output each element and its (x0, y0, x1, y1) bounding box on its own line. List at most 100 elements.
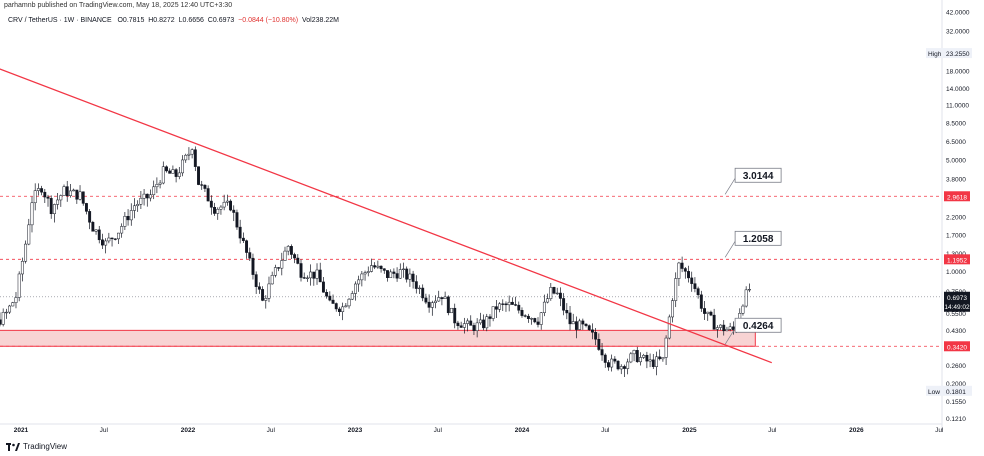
candle-body (20, 260, 24, 275)
candle-body (655, 356, 658, 367)
candle-body (520, 310, 524, 316)
candle-body (427, 301, 431, 308)
candle-body (56, 199, 60, 205)
candle-body (43, 191, 47, 198)
candle-body (648, 359, 652, 362)
candle-body (501, 303, 505, 305)
time-tick-label: 2021 (14, 427, 29, 434)
low-price-tag (926, 385, 972, 396)
candle-body (209, 200, 213, 208)
candle-body (155, 184, 159, 188)
candle-body (594, 332, 598, 340)
candle-body (334, 303, 338, 310)
candle-body (645, 354, 649, 362)
candle-body (267, 283, 271, 299)
volume-value: Vol238.22M (301, 17, 339, 24)
candle-body (366, 271, 370, 273)
tradingview-logo[interactable]: TradingView (6, 442, 67, 451)
candle-body (248, 252, 252, 259)
candle-body (8, 305, 12, 313)
ohlc-high: H0.8272 (148, 17, 175, 24)
candle-body (347, 298, 351, 307)
candle-body (414, 281, 418, 289)
high-label: High (928, 51, 942, 58)
price-tick-label: 0.5500 (946, 311, 966, 318)
symbol-name[interactable]: CRV / TetherUS (8, 17, 58, 24)
candle-body (744, 289, 748, 307)
candle-body (328, 295, 332, 301)
candle-body (238, 226, 242, 239)
candle-body (261, 289, 265, 301)
candle-body (206, 188, 210, 202)
price-tick-label: 0.1550 (946, 399, 966, 406)
candle-body (709, 311, 713, 316)
candle-body (533, 318, 537, 323)
callout-box-2 (734, 317, 782, 333)
candle-body (552, 287, 556, 294)
candle-body (671, 300, 674, 318)
candle-body (443, 296, 447, 299)
price-axis[interactable]: 42.0000 32.0000 High 23.2550 18.0000 14.0000 1… (926, 0, 972, 430)
candle-body (331, 299, 335, 304)
symbol-interval[interactable]: 1W (63, 17, 75, 24)
candle-body (1, 312, 5, 325)
candle-body (587, 325, 591, 331)
candle-body (241, 237, 245, 241)
current-price-label: 0.6973 (947, 295, 967, 302)
candle-body (184, 154, 188, 161)
candle-body (437, 297, 441, 302)
callout-text-0: 3.0144 (743, 171, 774, 182)
candle-body (88, 211, 92, 223)
candle-body (251, 257, 255, 275)
candle-body (690, 277, 694, 284)
candle-body (123, 216, 127, 227)
candle-body (706, 311, 710, 314)
candle-body (318, 269, 322, 283)
candle-body (40, 188, 44, 193)
time-tick-label: Jul (768, 427, 777, 434)
candle-body (229, 200, 233, 211)
candle-body (193, 149, 197, 167)
candle-body (581, 320, 585, 325)
time-tick-label: 2023 (348, 427, 363, 434)
candle-body (36, 188, 40, 191)
candle-body (376, 265, 380, 268)
candle-body (113, 238, 117, 240)
price-change: −0.0844 (−10.80%) (238, 17, 299, 24)
candle-body (469, 320, 473, 326)
price-tick-label: 14.0000 (946, 86, 970, 93)
candle-body (434, 300, 437, 303)
publisher-header: parhamnb published on TradingView.com, M… (4, 2, 233, 9)
candle-body (693, 283, 697, 289)
level-price-tag (944, 191, 970, 202)
candle-body (142, 193, 146, 199)
candle-body (517, 304, 521, 311)
candle-body (549, 287, 553, 299)
candle-body (270, 275, 274, 285)
candle-body (337, 308, 341, 313)
candle-body (498, 303, 502, 310)
callout-pointer-2 (724, 328, 736, 345)
candle-body (639, 357, 642, 363)
candle-body (446, 296, 450, 314)
candle-body (629, 353, 633, 363)
time-tick-label: Jul (434, 427, 443, 434)
candle-body (574, 321, 578, 330)
candle-body (33, 190, 37, 204)
candle-body (187, 153, 191, 156)
candle-body (370, 265, 373, 272)
time-axis[interactable]: 2021 Jul 2022 Jul 2023 Jul 2024 Jul 2025 Jul 2026 J… (0, 423, 944, 434)
candle-body (558, 292, 562, 299)
time-tick-label: Jul (601, 427, 610, 434)
candle-body (344, 305, 348, 308)
candle-body (584, 323, 588, 326)
candle-body (542, 301, 546, 313)
tradingview-brand: TradingView (23, 442, 68, 451)
candle-body (78, 191, 82, 200)
candle-body (530, 318, 534, 320)
candle-body (14, 297, 18, 303)
descending-trendline (0, 68, 773, 364)
candle-body (158, 182, 162, 185)
low-price-label: 0.1801 (946, 389, 966, 396)
